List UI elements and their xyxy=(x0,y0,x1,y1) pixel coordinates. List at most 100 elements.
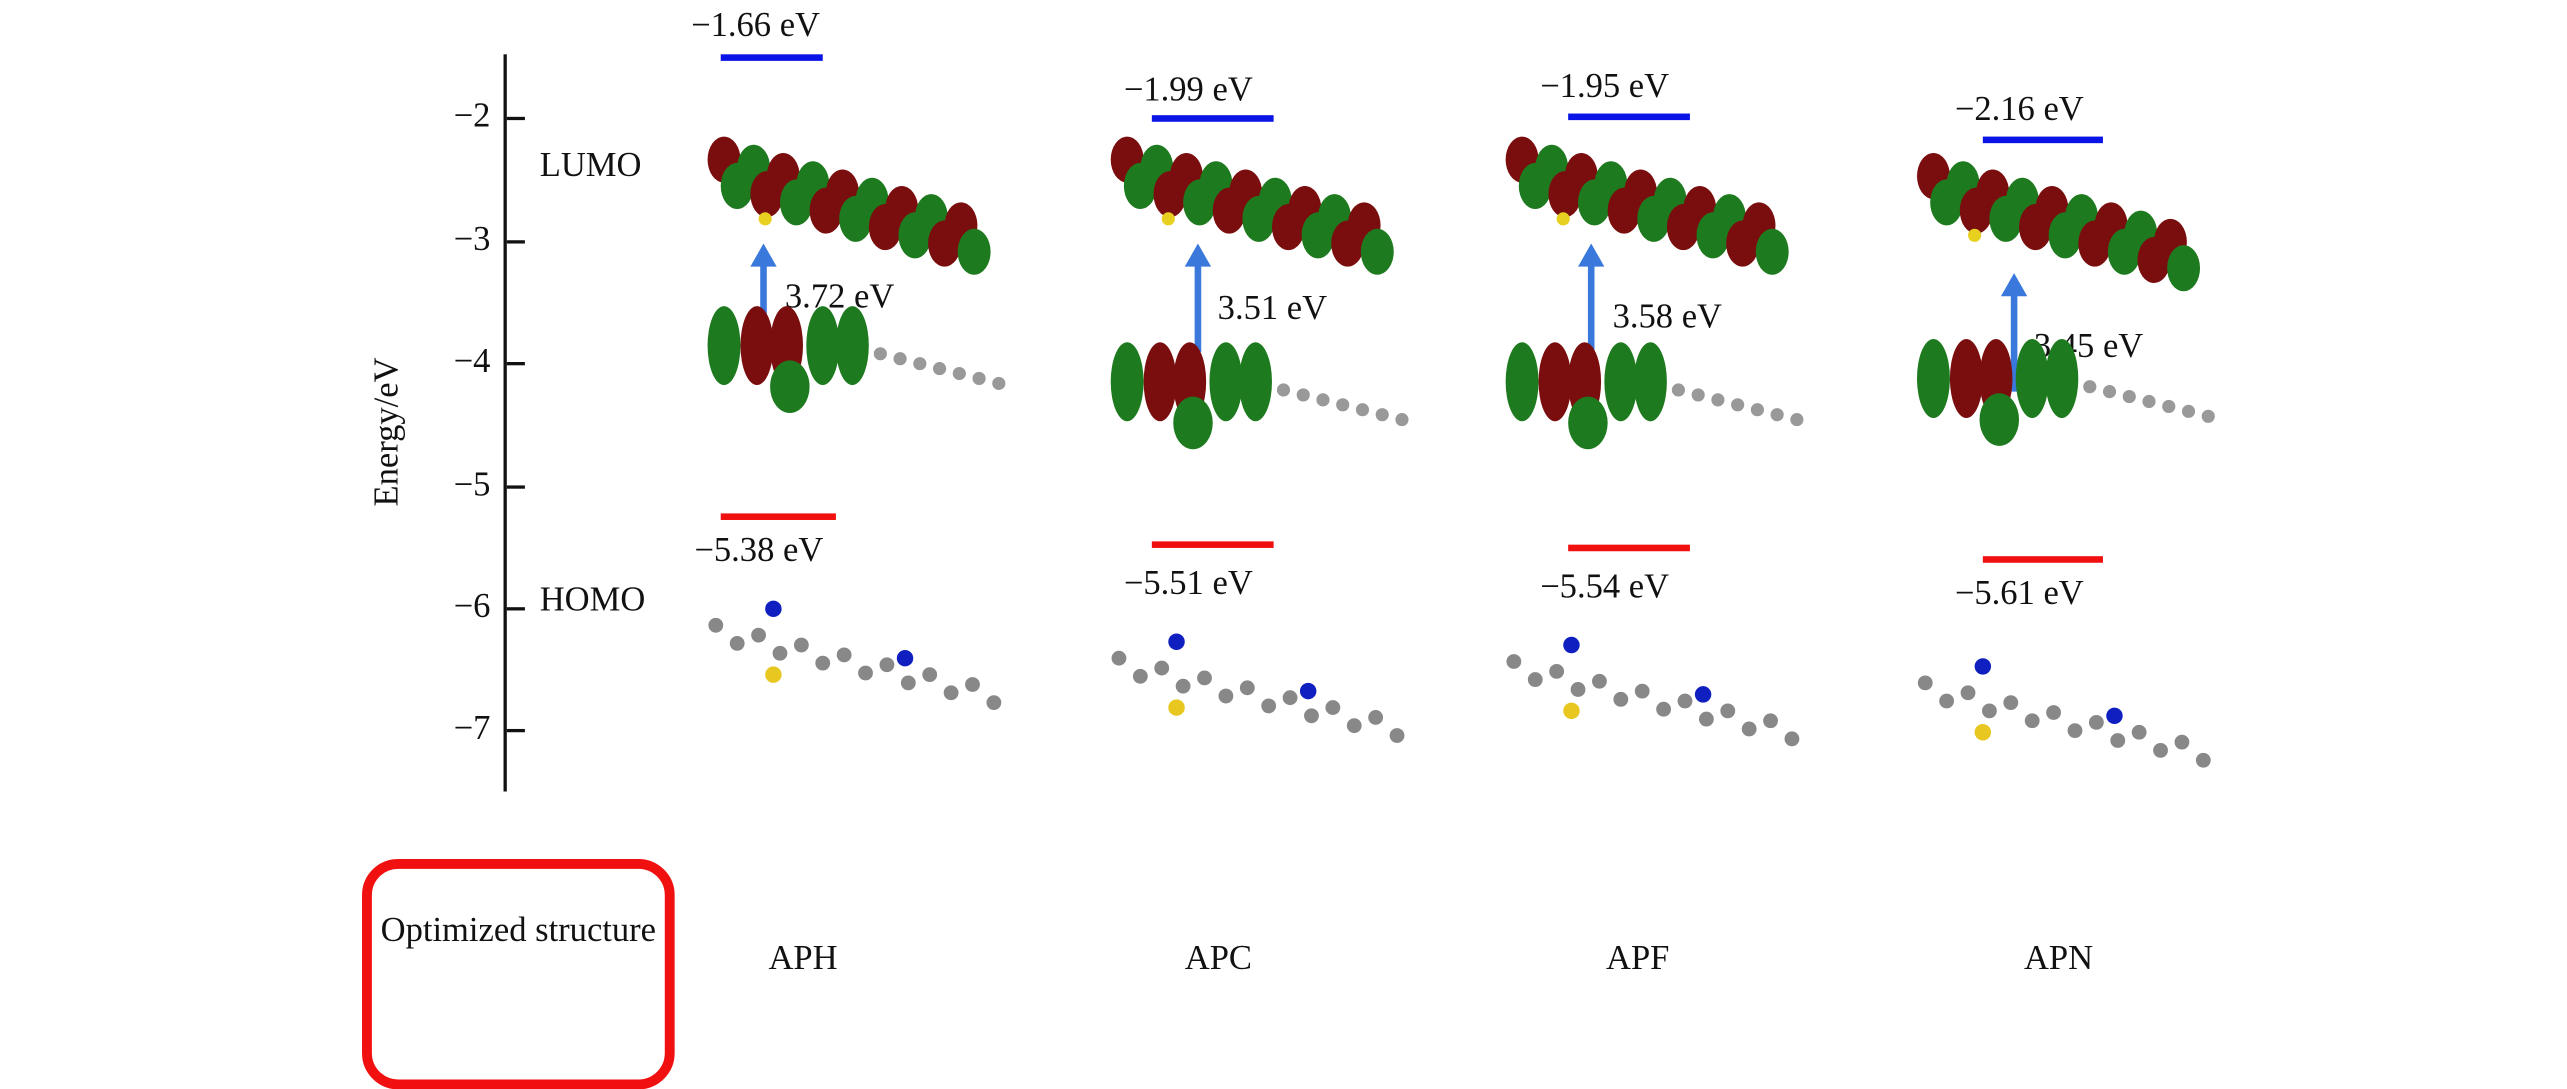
lumo-level-apf xyxy=(1568,113,1690,121)
atom xyxy=(1770,408,1784,422)
carbon-atom xyxy=(1261,698,1277,714)
orbital-lobe xyxy=(835,306,869,386)
carbon-atom xyxy=(1218,688,1234,704)
sulfur-atom xyxy=(1161,212,1175,226)
carbon-atom xyxy=(2174,734,2190,750)
carbon-atom xyxy=(1346,718,1362,734)
atom xyxy=(972,371,986,386)
nitrogen-atom xyxy=(1168,633,1185,650)
atom xyxy=(1375,408,1389,422)
axis-label: Energy/eV xyxy=(366,357,406,507)
carbon-atom xyxy=(1592,673,1607,689)
orbital-lobe xyxy=(1505,342,1539,422)
carbon-atom xyxy=(836,647,852,663)
atom xyxy=(1395,413,1409,427)
carbon-atom xyxy=(729,635,745,651)
homo-level-apf xyxy=(1568,544,1690,552)
carbon-atom xyxy=(879,657,895,673)
orbital-lobe xyxy=(2015,338,2049,418)
lumo-energy-apf: −1.95 eV xyxy=(1540,65,1670,106)
orbital-lobe xyxy=(1538,342,1572,422)
molecule-name-apf: APF xyxy=(1606,937,1670,978)
orbital-lobe xyxy=(740,306,774,386)
nitrogen-atom xyxy=(1563,636,1580,654)
homo-label: HOMO xyxy=(539,579,646,619)
gap-aph: 3.72 eV xyxy=(784,276,895,316)
sulfur-atom xyxy=(1556,212,1570,226)
axis-tick xyxy=(506,607,525,611)
atom xyxy=(932,362,947,376)
carbon-atom xyxy=(1982,703,1997,719)
atom xyxy=(1355,403,1370,417)
molecule-picture-apn xyxy=(1917,153,2215,768)
molecule-picture-aph xyxy=(707,136,1006,711)
atom xyxy=(2201,409,2215,423)
carbon-atom xyxy=(1132,668,1148,684)
axis-tick-label: −7 xyxy=(453,707,491,748)
orbital-lobe xyxy=(1143,342,1177,422)
carbon-atom xyxy=(815,655,831,671)
homo-level-apn xyxy=(1982,556,2103,563)
lumo-energy-aph: −1.66 eV xyxy=(691,4,821,45)
gap-arrow-apf xyxy=(1578,243,1605,363)
carbon-atom xyxy=(1741,721,1757,737)
carbon-atom xyxy=(965,677,980,692)
atom xyxy=(2162,399,2176,414)
nitrogen-atom xyxy=(896,649,914,667)
atom xyxy=(893,352,907,366)
atom xyxy=(873,347,887,361)
carbon-atom xyxy=(1282,690,1298,706)
molecule-name-aph: APH xyxy=(768,937,838,978)
atom xyxy=(2181,404,2196,418)
carbon-atom xyxy=(793,637,809,653)
atom xyxy=(952,366,966,381)
carbon-atom xyxy=(1239,680,1255,696)
lumo-energy-apc: −1.99 eV xyxy=(1123,69,1253,109)
carbon-atom xyxy=(1304,708,1319,724)
carbon-atom xyxy=(1960,685,1976,701)
atom xyxy=(1731,398,1745,412)
atom xyxy=(1750,403,1764,417)
carbon-atom xyxy=(2131,724,2147,740)
energy-axis xyxy=(503,54,507,792)
atom xyxy=(913,357,927,371)
molecule-picture-apc xyxy=(1110,136,1409,743)
homo-energy-apc: −5.51 eV xyxy=(1123,562,1253,603)
gap-arrow-apc xyxy=(1184,243,1212,353)
gap-apf: 3.58 eV xyxy=(1612,296,1723,336)
sulfur-atom xyxy=(1968,228,1982,242)
carbon-atom xyxy=(1154,660,1170,676)
homo-level-aph xyxy=(720,513,836,520)
nitrogen-atom xyxy=(765,600,782,618)
orbital-lobe xyxy=(707,306,741,386)
carbon-atom xyxy=(1720,703,1736,719)
sulfur-atom xyxy=(1168,699,1185,716)
axis-tick-label: −5 xyxy=(453,464,491,504)
sulfur-atom xyxy=(758,212,772,226)
carbon-atom xyxy=(2046,705,2061,720)
sulfur-atom xyxy=(765,666,782,683)
atom xyxy=(1711,393,1725,407)
axis-tick-label: −2 xyxy=(453,95,491,135)
carbon-atom xyxy=(2067,723,2083,739)
orbital-lobe xyxy=(957,228,991,275)
carbon-atom xyxy=(1656,701,1672,717)
axis-tick xyxy=(506,728,525,733)
orbital-lobe xyxy=(1979,393,2020,446)
gap-arrow-aph xyxy=(750,243,777,343)
carbon-atom xyxy=(943,685,959,701)
axis-tick xyxy=(506,362,525,366)
orbital-lobe xyxy=(770,360,810,414)
carbon-atom xyxy=(1506,654,1522,669)
orbital-lobe xyxy=(1755,228,1789,275)
lumo-level-apc xyxy=(1151,115,1274,122)
energy-level-diagram: −2 −3 −4 −5 −6 −7 Energy/eV LUMO HOMO −1… xyxy=(362,4,2215,1089)
carbon-atom xyxy=(900,675,916,691)
orbital-lobe xyxy=(1173,396,1213,450)
homo-energy-aph: −5.38 eV xyxy=(694,529,824,570)
lumo-energy-apn: −2.16 eV xyxy=(1954,88,2084,129)
nitrogen-atom xyxy=(1694,686,1712,703)
carbon-atom xyxy=(1111,650,1127,666)
homo-energy-apn: −5.61 eV xyxy=(1954,572,2084,613)
nitrogen-atom xyxy=(1974,658,1992,675)
